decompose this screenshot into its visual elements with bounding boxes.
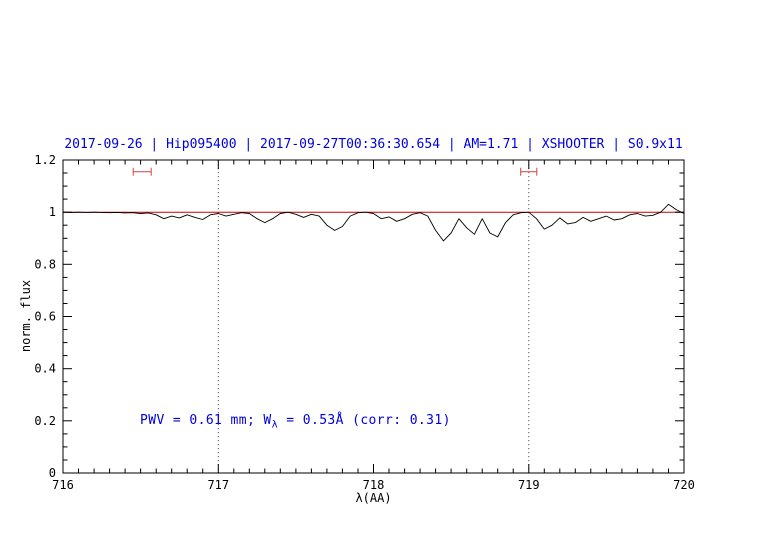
x-tick-label: 720 xyxy=(673,478,695,492)
pwv-annotation-text-1: PWV = 0.61 mm; W xyxy=(140,413,272,428)
y-tick-label: 1 xyxy=(49,205,56,219)
y-tick-label: 0.6 xyxy=(34,310,56,324)
x-tick-label: 717 xyxy=(207,478,229,492)
x-tick-label: 718 xyxy=(363,478,385,492)
band-marker xyxy=(132,167,152,176)
pwv-annotation: PWV = 0.61 mm; Wλ = 0.53Å (corr: 0.31) xyxy=(140,413,451,431)
pwv-annotation-text-2: = 0.53Å (corr: 0.31) xyxy=(278,413,451,428)
x-tick-label: 716 xyxy=(52,478,74,492)
y-tick-label: 0.8 xyxy=(34,257,56,271)
plot-title: 2017-09-26 | Hip095400 | 2017-09-27T00:3… xyxy=(64,137,683,152)
y-tick-label: 1.2 xyxy=(34,153,56,167)
y-tick-label: 0.4 xyxy=(34,362,56,376)
y-tick-label: 0 xyxy=(49,466,56,480)
y-tick-label: 0.2 xyxy=(34,414,56,428)
spectrum-line xyxy=(62,203,685,242)
band-marker xyxy=(520,167,538,176)
x-tick-label: 719 xyxy=(518,478,540,492)
pwv-annotation-lambda-subscript: λ xyxy=(271,419,279,431)
y-axis-label: norm. flux xyxy=(19,279,33,353)
x-axis-label: λ(AA) xyxy=(355,491,392,505)
